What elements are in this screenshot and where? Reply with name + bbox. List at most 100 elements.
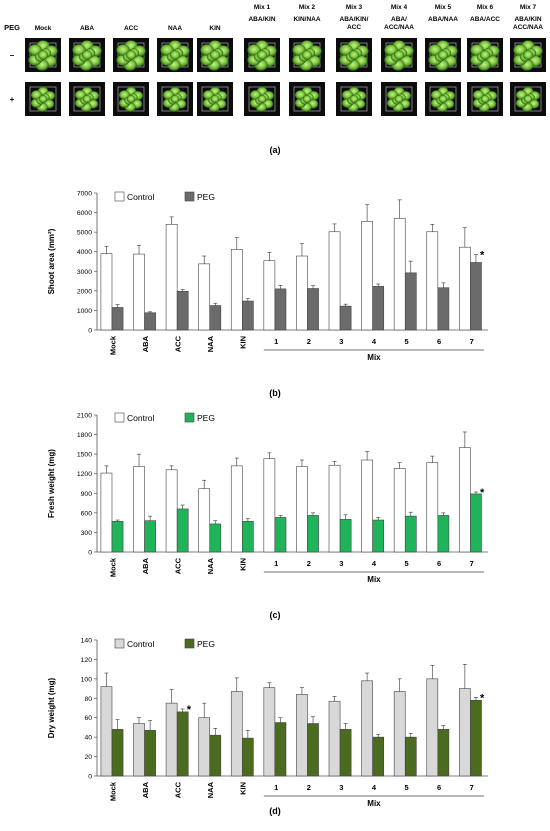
category-label: 3 xyxy=(339,337,343,346)
category-label: 4 xyxy=(372,337,377,346)
rosette-leaf xyxy=(348,50,360,60)
bar-control xyxy=(459,688,471,777)
category-label: Mock xyxy=(108,781,117,801)
bar-control xyxy=(100,253,113,331)
plant-photo xyxy=(197,38,233,72)
category-label: 7 xyxy=(470,783,474,792)
rosette-leaf xyxy=(523,95,533,103)
bar-control xyxy=(198,717,211,777)
bar-control xyxy=(100,686,113,777)
y-tick-label: 1000 xyxy=(77,308,92,315)
y-tick-label: 1800 xyxy=(77,432,92,439)
mix-group-label: Mix xyxy=(367,575,381,584)
legend-swatch-peg xyxy=(184,638,195,649)
plant-photo xyxy=(244,38,280,72)
category-label: 1 xyxy=(274,559,278,568)
rosette-leaf xyxy=(37,50,49,60)
category-label: KIN xyxy=(239,558,248,571)
column-treatment-label: ABA/KIN/ xyxy=(340,16,369,23)
rosette-leaf xyxy=(393,50,405,60)
column-treatment-label: ACC/NAA xyxy=(513,24,543,31)
bar-control xyxy=(133,253,145,331)
plant-photo xyxy=(336,38,372,72)
y-tick-label: 100 xyxy=(81,676,93,683)
bar-peg xyxy=(144,730,156,777)
y-tick-label: 0 xyxy=(88,328,92,335)
bar-control xyxy=(328,464,341,553)
category-label: 5 xyxy=(404,559,408,568)
chart-c: 0 300 600 900 1200 1500 1800 2100 Fresh weight (… xyxy=(47,412,488,620)
bar-peg xyxy=(339,305,352,331)
column-treatment-label: ABA/ACC xyxy=(470,16,500,23)
plant-photo-panel: PEG – + Mock ABA ACC NAA KIN Mix 1 ABA/KIN Mix 2 KI… xyxy=(4,4,546,155)
bar-control xyxy=(459,447,471,553)
column-treatment-label: ABA xyxy=(80,25,94,32)
significance-marker: * xyxy=(480,250,485,262)
plant-photo xyxy=(69,82,105,116)
y-tick-label: 7000 xyxy=(77,191,92,198)
bar-peg xyxy=(111,307,124,331)
bar-control xyxy=(230,691,243,777)
legend-swatch-control xyxy=(114,191,125,202)
y-tick-label: 0 xyxy=(88,774,92,781)
category-label: KIN xyxy=(239,336,248,349)
rosette-leaf xyxy=(81,50,93,60)
legend-label: PEG xyxy=(197,413,215,423)
bar-control xyxy=(230,249,243,331)
bar-peg xyxy=(470,262,482,331)
plant-photo xyxy=(289,82,325,116)
bar-control xyxy=(328,700,341,777)
plant-photo xyxy=(425,82,461,116)
rosette-leaf xyxy=(210,95,220,103)
bar-peg xyxy=(470,493,482,553)
y-tick-label: 60 xyxy=(84,715,92,722)
bar-peg xyxy=(307,288,319,331)
y-axis-title: Dry weight (mg) xyxy=(47,677,56,738)
bar-peg xyxy=(209,734,222,777)
bar-peg xyxy=(372,519,385,553)
bar-control xyxy=(361,221,373,331)
bar-peg xyxy=(274,288,287,331)
panel-label: (b) xyxy=(269,388,281,398)
category-label: 5 xyxy=(404,783,408,792)
legend-swatch-peg xyxy=(184,191,195,202)
row-label: – xyxy=(10,51,15,60)
y-axis-title: Fresh weight (mg) xyxy=(47,449,56,518)
bar-peg xyxy=(144,520,156,553)
category-label: 4 xyxy=(372,783,377,792)
bar-control xyxy=(100,472,113,553)
category-label: 6 xyxy=(437,337,441,346)
bar-control xyxy=(198,263,211,331)
column-treatment-label: ACC/NAA xyxy=(384,24,414,31)
column-mix-label: Mix 1 xyxy=(254,4,271,11)
bar-peg xyxy=(437,729,450,777)
y-tick-label: 2100 xyxy=(77,413,92,420)
rosette-leaf xyxy=(437,50,449,60)
plant-photo xyxy=(69,38,105,72)
category-label: Mock xyxy=(108,335,117,355)
rosette-leaf xyxy=(169,50,181,60)
chart-b: 0 1000 2000 3000 4000 5000 6000 7000 Shoot area … xyxy=(47,191,488,398)
column-treatment-label: KIN xyxy=(209,25,221,32)
y-tick-label: 80 xyxy=(84,696,92,703)
bar-peg xyxy=(242,300,254,331)
category-label: ACC xyxy=(173,781,182,798)
plant-photo xyxy=(510,38,546,72)
y-axis-title: Shoot area (mm²) xyxy=(47,228,56,294)
bar-control xyxy=(296,466,308,553)
bar-peg xyxy=(307,723,319,777)
y-tick-label: 1200 xyxy=(77,471,92,478)
bar-control xyxy=(296,694,308,777)
column-treatment-label: NAA xyxy=(168,25,182,32)
bar-control xyxy=(133,466,145,553)
category-label: 2 xyxy=(307,559,311,568)
legend-swatch-peg xyxy=(184,412,195,423)
legend-label: PEG xyxy=(197,192,215,202)
plant-photo xyxy=(336,82,372,116)
rosette-leaf xyxy=(38,95,48,103)
rosette-leaf xyxy=(522,50,534,60)
y-tick-label: 140 xyxy=(81,638,93,645)
bar-peg xyxy=(111,729,124,777)
bar-control xyxy=(198,488,211,553)
